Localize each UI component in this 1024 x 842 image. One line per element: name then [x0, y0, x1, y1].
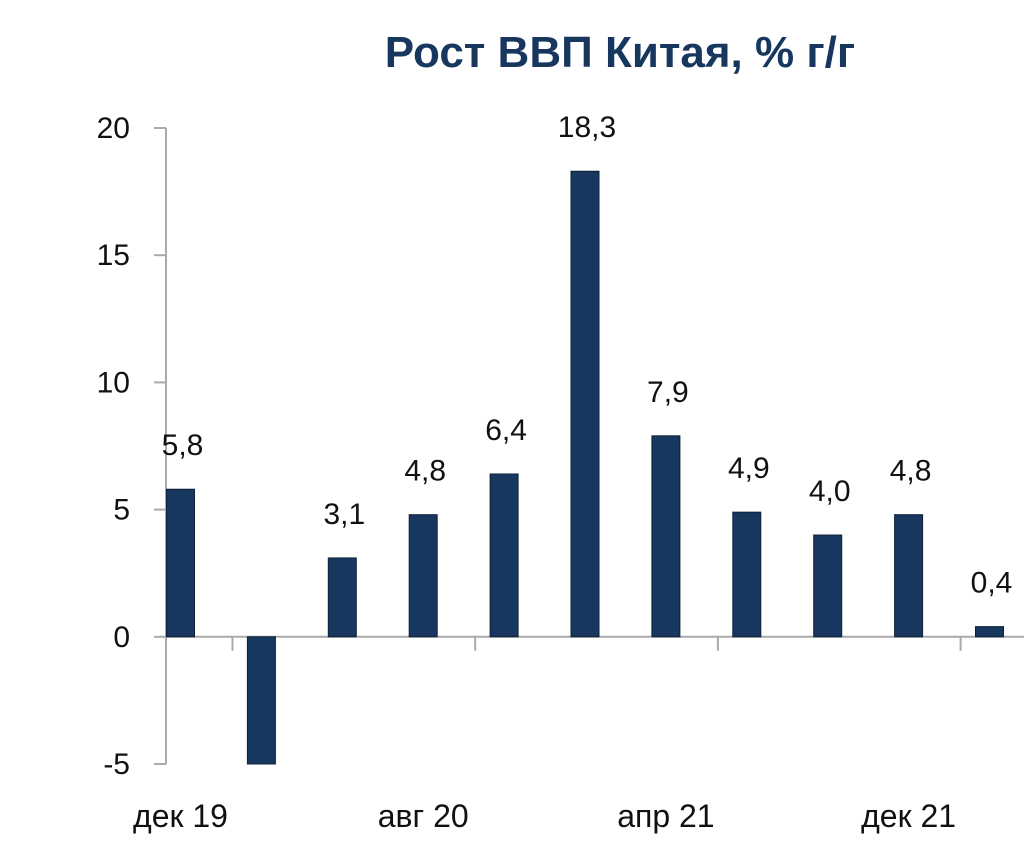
y-tick-label: 10 [97, 366, 130, 399]
bar [894, 514, 924, 638]
bar [166, 488, 195, 638]
y-tick-label: 15 [97, 239, 130, 272]
data-label: 6,4 [485, 414, 527, 447]
y-tick-label: -5 [103, 748, 130, 781]
x-tick-label: дек 19 [133, 798, 228, 834]
bar [246, 636, 276, 765]
data-label: 7,9 [647, 376, 689, 409]
bar [813, 534, 843, 638]
bar [570, 170, 600, 638]
bar [489, 473, 519, 638]
y-tick-label: 0 [113, 621, 130, 654]
data-label: 4,9 [728, 452, 770, 485]
data-label: 3,1 [323, 498, 365, 531]
data-label: 5,8 [162, 429, 204, 462]
x-tick-label: дек 21 [861, 798, 956, 834]
data-label: 18,3 [558, 111, 616, 144]
data-label: 4,8 [404, 455, 446, 488]
x-tick-label: авг 20 [378, 798, 469, 834]
data-label: 4,0 [809, 475, 851, 508]
chart-title: Рост ВВП Китая, % г/г [384, 28, 856, 77]
bar [732, 511, 762, 638]
bar [975, 626, 1004, 638]
bar [408, 514, 438, 638]
data-label: 0,4 [971, 567, 1013, 600]
y-tick-label: 5 [113, 494, 130, 527]
y-tick-label: 20 [97, 112, 130, 145]
data-label: 4,8 [890, 455, 932, 488]
bar [651, 435, 681, 638]
bar [327, 557, 357, 638]
x-tick-label: апр 21 [617, 798, 714, 834]
